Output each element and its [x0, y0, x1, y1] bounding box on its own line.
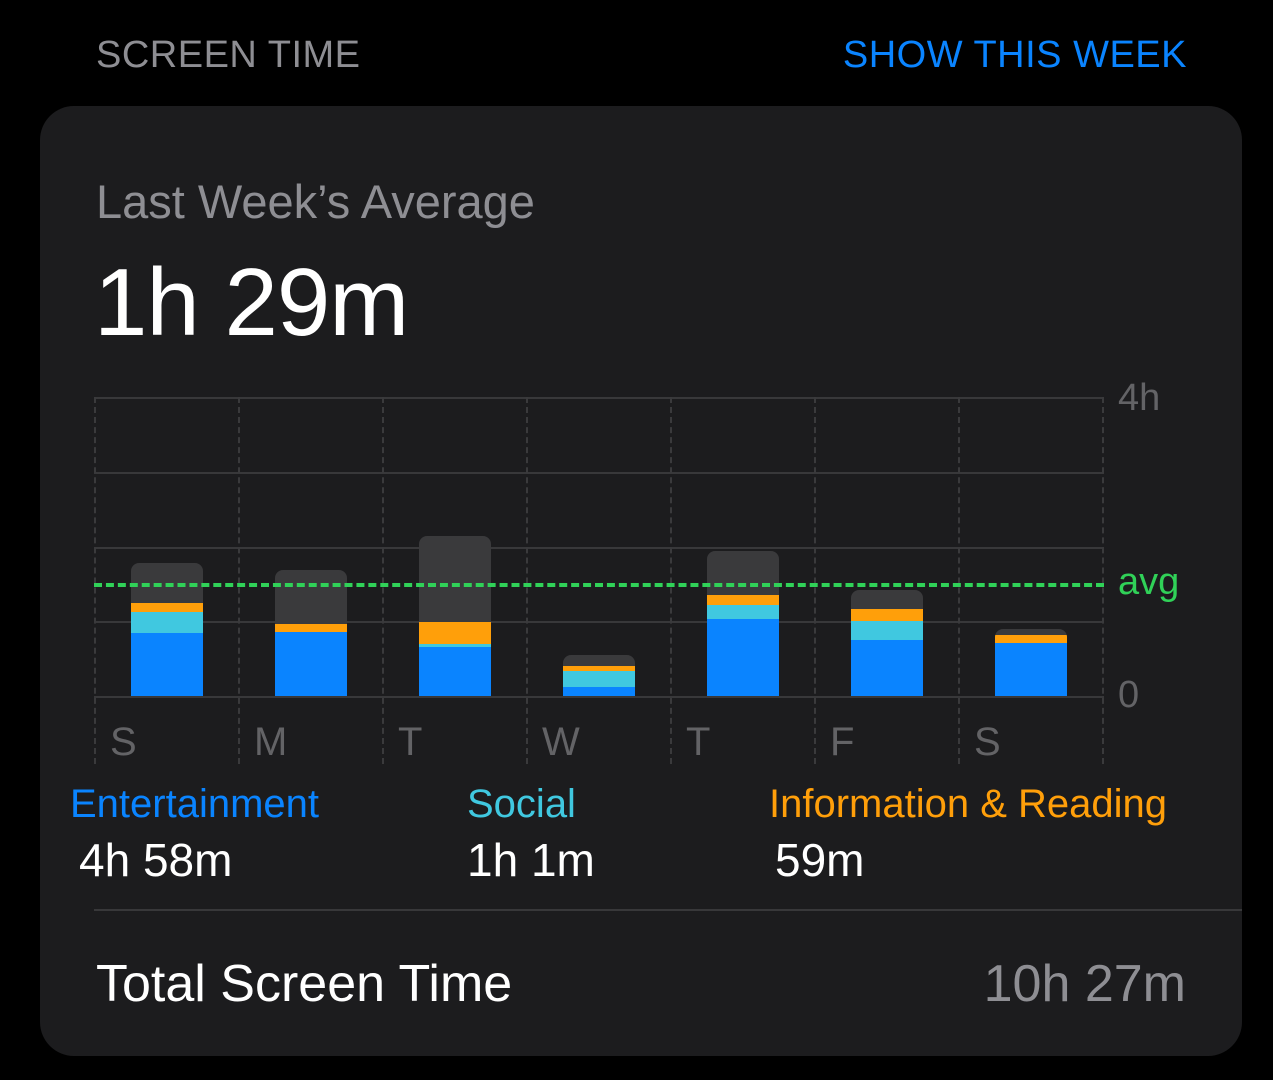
day-separator: [1102, 397, 1104, 764]
legend-name: Information & Reading: [769, 782, 1168, 826]
day-separator: [814, 397, 816, 764]
bar-segment-entertainment: [563, 686, 635, 696]
legend-name: Social: [467, 782, 576, 826]
bar-segment-other: [275, 570, 347, 625]
day-bar[interactable]: [707, 550, 779, 696]
bar-segment-other: [563, 654, 635, 667]
bar-segment-information-reading: [563, 666, 635, 672]
legend-value: 59m: [775, 834, 865, 886]
legend-value: 4h 58m: [79, 834, 233, 886]
average-value: 1h 29m: [94, 249, 409, 356]
bar-segment-entertainment: [707, 618, 779, 696]
bar-segment-entertainment: [131, 633, 203, 696]
bar-segment-information-reading: [275, 624, 347, 633]
bar-segment-other: [851, 589, 923, 609]
legend-item-information-reading: Information & Reading 59m: [769, 782, 1167, 887]
total-screen-time-value: 10h 27m: [983, 955, 1186, 1013]
legend-item-entertainment: Entertainment 4h 58m: [70, 782, 319, 887]
day-label: T: [398, 720, 423, 764]
bar-segment-entertainment: [995, 642, 1067, 696]
day-bar[interactable]: [851, 589, 923, 696]
bar-segment-information-reading: [131, 602, 203, 612]
show-this-week-link[interactable]: SHOW THIS WEEK: [842, 34, 1187, 76]
day-bar[interactable]: [419, 536, 491, 696]
y-axis-max-label: 4h: [1118, 377, 1161, 419]
bar-segment-entertainment: [851, 639, 923, 696]
day-separator: [382, 397, 384, 764]
y-axis-min-label: 0: [1118, 674, 1140, 716]
gridline: [94, 696, 1104, 698]
day-label: S: [110, 720, 137, 764]
bar-segment-social: [419, 643, 491, 648]
day-label: T: [686, 720, 711, 764]
bar-segment-information-reading: [851, 608, 923, 622]
day-label: S: [974, 720, 1001, 764]
average-line: [94, 582, 1104, 587]
legend-value: 1h 1m: [467, 834, 595, 886]
day-separator: [94, 397, 96, 764]
average-line-label: avg: [1118, 560, 1180, 603]
day-label: F: [830, 720, 855, 764]
gridline: [94, 471, 1104, 474]
day-label: M: [254, 720, 288, 764]
day-bar[interactable]: [995, 629, 1067, 696]
bar-segment-entertainment: [419, 647, 491, 696]
gridline: [94, 546, 1104, 549]
day-separator: [958, 397, 960, 764]
bar-segment-other: [419, 536, 491, 622]
total-screen-time-label: Total Screen Time: [96, 955, 513, 1013]
bar-segment-social: [131, 611, 203, 634]
bar-segment-information-reading: [419, 621, 491, 644]
bar-segment-social: [851, 621, 923, 640]
section-header: SCREEN TIME: [96, 34, 361, 76]
divider: [94, 909, 1242, 911]
day-bar[interactable]: [275, 570, 347, 696]
day-separator: [526, 397, 528, 764]
day-bar[interactable]: [563, 654, 635, 696]
gridline: [94, 397, 1104, 399]
bar-segment-other: [707, 550, 779, 596]
bar-segment-other: [995, 629, 1067, 635]
day-label: W: [542, 720, 580, 764]
bar-segment-information-reading: [995, 634, 1067, 643]
bar-segment-entertainment: [275, 632, 347, 696]
bar-segment-social: [707, 604, 779, 619]
gridline: [94, 621, 1104, 624]
day-separator: [670, 397, 672, 764]
legend-name: Entertainment: [70, 782, 320, 826]
bar-segment-information-reading: [707, 595, 779, 605]
bar-segment-social: [563, 671, 635, 687]
legend-item-social: Social 1h 1m: [467, 782, 595, 887]
average-label: Last Week’s Average: [96, 175, 535, 228]
day-separator: [238, 397, 240, 764]
